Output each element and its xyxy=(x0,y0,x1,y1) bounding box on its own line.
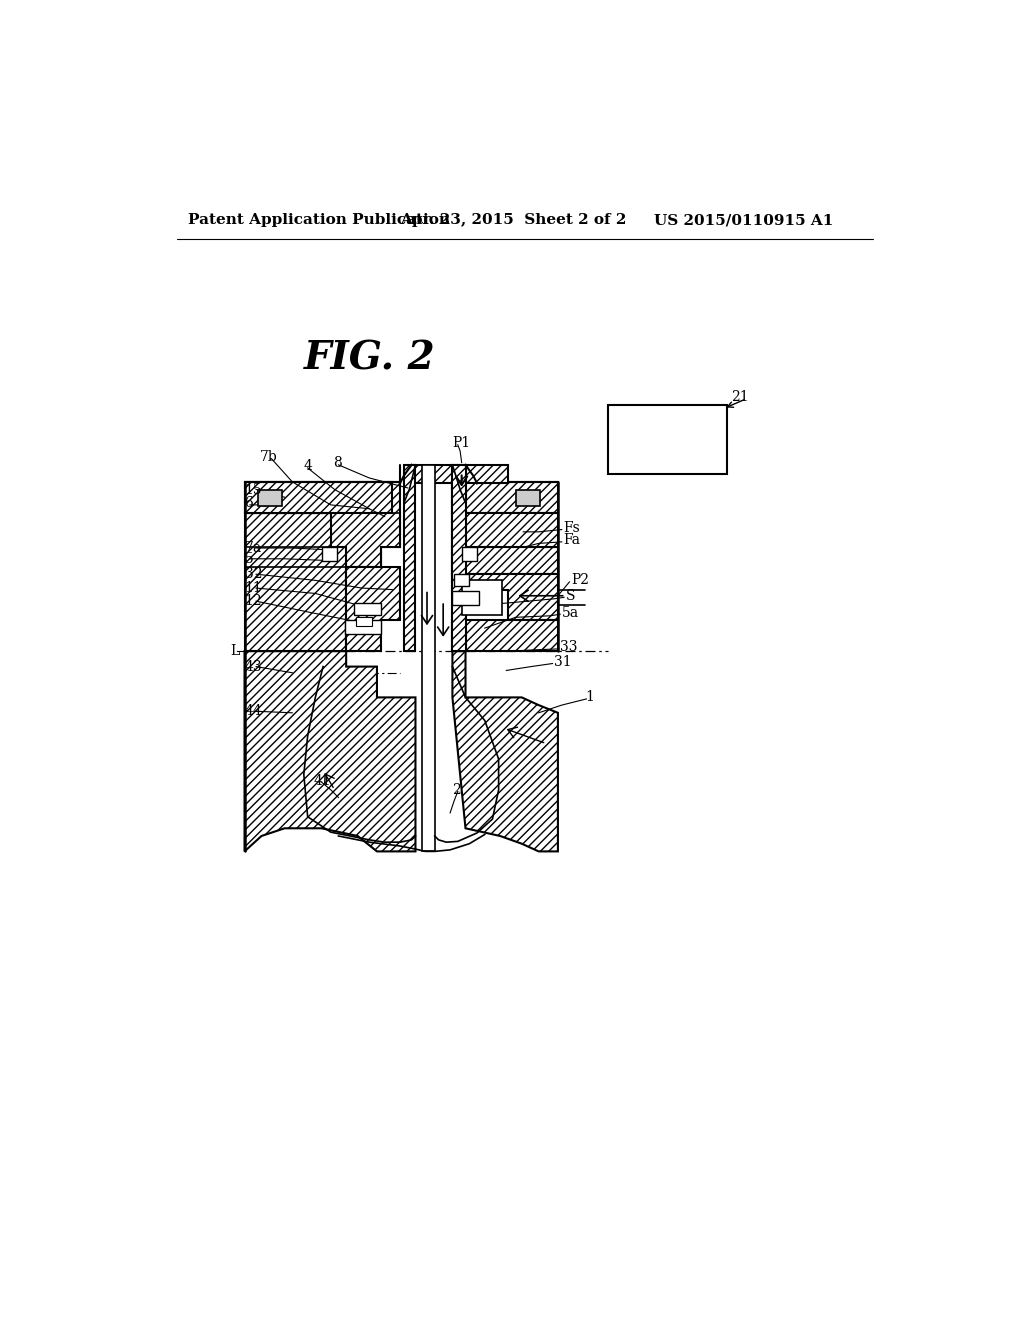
Text: 1: 1 xyxy=(585,690,594,705)
Bar xyxy=(515,490,541,507)
Bar xyxy=(345,620,381,635)
Text: Apr. 23, 2015  Sheet 2 of 2: Apr. 23, 2015 Sheet 2 of 2 xyxy=(400,213,627,227)
Text: 7a: 7a xyxy=(245,541,262,554)
Bar xyxy=(322,548,337,561)
Polygon shape xyxy=(245,482,400,566)
Polygon shape xyxy=(412,465,508,483)
Text: 41: 41 xyxy=(313,774,332,788)
Text: FIG. 2: FIG. 2 xyxy=(303,339,435,378)
Text: 33: 33 xyxy=(560,640,578,655)
Polygon shape xyxy=(403,465,416,651)
Text: 5: 5 xyxy=(245,552,253,566)
Text: 8: 8 xyxy=(333,457,342,470)
Polygon shape xyxy=(453,482,558,512)
Text: 32: 32 xyxy=(245,568,262,581)
Polygon shape xyxy=(453,574,558,620)
Polygon shape xyxy=(453,512,558,548)
Polygon shape xyxy=(453,620,558,651)
Text: US 2015/0110915 A1: US 2015/0110915 A1 xyxy=(654,213,834,227)
Text: 2: 2 xyxy=(453,783,461,797)
Text: 11: 11 xyxy=(245,581,262,595)
Text: 7b: 7b xyxy=(260,450,278,465)
Polygon shape xyxy=(245,512,400,651)
Text: P1: P1 xyxy=(453,437,471,450)
Text: 5a: 5a xyxy=(562,606,579,619)
Text: 43: 43 xyxy=(245,660,262,673)
Polygon shape xyxy=(453,548,558,574)
Polygon shape xyxy=(245,651,416,851)
Text: 4: 4 xyxy=(304,459,312,474)
Text: Fa: Fa xyxy=(563,533,581,548)
Polygon shape xyxy=(346,566,400,651)
Polygon shape xyxy=(453,651,558,851)
Bar xyxy=(462,581,502,615)
Bar xyxy=(356,616,372,626)
Bar xyxy=(608,405,727,474)
Bar xyxy=(453,591,479,605)
Bar xyxy=(462,548,477,561)
Polygon shape xyxy=(245,482,392,512)
Polygon shape xyxy=(422,465,435,851)
Text: Patent Application Publication: Patent Application Publication xyxy=(188,213,451,227)
Text: L: L xyxy=(230,644,240,659)
Text: 6: 6 xyxy=(245,496,253,511)
Text: P2: P2 xyxy=(571,573,589,587)
Bar xyxy=(354,603,381,615)
Text: S: S xyxy=(565,589,575,603)
Polygon shape xyxy=(453,465,466,651)
Text: Fs: Fs xyxy=(563,521,580,535)
Text: 12: 12 xyxy=(245,594,262,609)
Text: 21: 21 xyxy=(731,391,749,404)
Text: 31: 31 xyxy=(554,655,571,669)
Text: 44: 44 xyxy=(245,705,262,718)
Text: 15: 15 xyxy=(245,483,262,496)
Bar xyxy=(454,574,469,586)
Bar xyxy=(258,490,283,507)
